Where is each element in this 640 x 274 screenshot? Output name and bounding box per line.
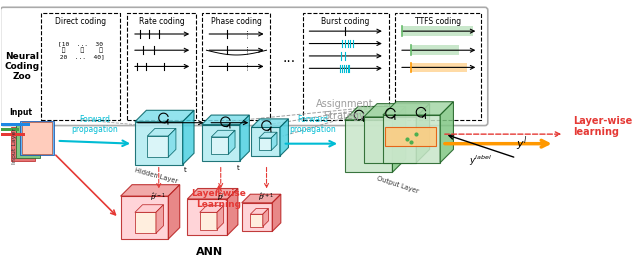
FancyBboxPatch shape — [396, 13, 481, 120]
Polygon shape — [250, 209, 268, 214]
Text: TTFS coding: TTFS coding — [415, 17, 461, 26]
Text: Layer-wise
Learning: Layer-wise Learning — [191, 189, 246, 209]
Polygon shape — [252, 127, 280, 156]
Text: Burst coding: Burst coding — [321, 17, 370, 26]
FancyBboxPatch shape — [412, 45, 459, 55]
Text: Phase coding: Phase coding — [211, 17, 261, 26]
FancyBboxPatch shape — [402, 26, 474, 36]
Polygon shape — [147, 136, 168, 157]
Polygon shape — [416, 104, 429, 163]
Polygon shape — [250, 214, 262, 227]
Text: Output Layer: Output Layer — [376, 175, 419, 194]
Text: Assignment
Strategy: Assignment Strategy — [316, 99, 374, 121]
Text: Forward
propagation: Forward propagation — [289, 115, 335, 134]
Text: [10  ...  30
 ⋮    ⋱    ⋮
 20  ...  40]: [10 ... 30 ⋮ ⋱ ⋮ 20 ... 40] — [56, 42, 105, 59]
Polygon shape — [242, 194, 281, 203]
Polygon shape — [120, 185, 180, 196]
Polygon shape — [188, 199, 227, 235]
Polygon shape — [259, 138, 271, 150]
Polygon shape — [22, 122, 52, 154]
Polygon shape — [135, 205, 163, 212]
FancyBboxPatch shape — [412, 63, 467, 72]
Text: Input Layer: Input Layer — [12, 128, 17, 164]
Polygon shape — [271, 132, 277, 150]
Polygon shape — [200, 212, 217, 230]
Polygon shape — [240, 115, 250, 161]
Polygon shape — [364, 104, 429, 117]
Text: Direct coding: Direct coding — [55, 17, 106, 26]
FancyBboxPatch shape — [303, 13, 388, 120]
Polygon shape — [156, 205, 163, 233]
Text: $\hat{p}^{l}$: $\hat{p}^{l}$ — [217, 191, 225, 204]
Text: ANN: ANN — [196, 247, 223, 257]
Polygon shape — [168, 185, 180, 239]
Polygon shape — [228, 130, 235, 154]
Polygon shape — [345, 107, 406, 120]
Polygon shape — [202, 115, 250, 125]
Polygon shape — [168, 129, 176, 157]
Text: $\hat{p}^{l+1}$: $\hat{p}^{l+1}$ — [259, 191, 275, 204]
Polygon shape — [202, 125, 240, 161]
Polygon shape — [16, 124, 40, 158]
Text: $y^{label}$: $y^{label}$ — [468, 154, 492, 168]
Text: $y^l$: $y^l$ — [516, 134, 528, 153]
Polygon shape — [211, 130, 235, 137]
Polygon shape — [440, 102, 454, 163]
Text: Rate coding: Rate coding — [139, 17, 184, 26]
Polygon shape — [272, 194, 281, 232]
Polygon shape — [242, 203, 272, 232]
Text: Neural
Coding
Zoo: Neural Coding Zoo — [5, 52, 40, 81]
Polygon shape — [120, 196, 168, 239]
Polygon shape — [188, 189, 238, 199]
Text: Layer-wise
learning: Layer-wise learning — [573, 116, 633, 137]
Polygon shape — [135, 110, 194, 122]
Polygon shape — [147, 129, 176, 136]
Polygon shape — [383, 115, 440, 163]
FancyBboxPatch shape — [1, 7, 488, 125]
Text: ...: ... — [283, 51, 296, 65]
Polygon shape — [259, 132, 277, 138]
Polygon shape — [280, 119, 289, 156]
Polygon shape — [135, 122, 182, 165]
Polygon shape — [345, 120, 392, 172]
Bar — [1, 123, 30, 126]
Polygon shape — [135, 212, 156, 233]
Polygon shape — [182, 110, 194, 165]
FancyBboxPatch shape — [127, 13, 196, 120]
Polygon shape — [383, 102, 454, 115]
Polygon shape — [217, 206, 223, 230]
FancyBboxPatch shape — [202, 13, 270, 120]
FancyBboxPatch shape — [42, 13, 120, 120]
Text: Input: Input — [9, 108, 32, 117]
Text: t: t — [184, 167, 187, 173]
Polygon shape — [20, 121, 54, 155]
Text: Hidden Layer: Hidden Layer — [134, 167, 178, 185]
Bar — [1, 128, 19, 131]
Polygon shape — [227, 189, 238, 235]
Polygon shape — [211, 137, 228, 154]
Text: t: t — [237, 165, 239, 171]
Polygon shape — [392, 107, 406, 172]
Text: Forward
propagation: Forward propagation — [72, 115, 118, 134]
Polygon shape — [262, 209, 268, 227]
Polygon shape — [200, 206, 223, 212]
Polygon shape — [385, 127, 436, 145]
Polygon shape — [252, 119, 289, 127]
Text: $\hat{p}^{l-1}$: $\hat{p}^{l-1}$ — [150, 191, 167, 204]
Polygon shape — [11, 127, 35, 161]
Polygon shape — [364, 117, 416, 163]
Bar — [1, 133, 25, 136]
